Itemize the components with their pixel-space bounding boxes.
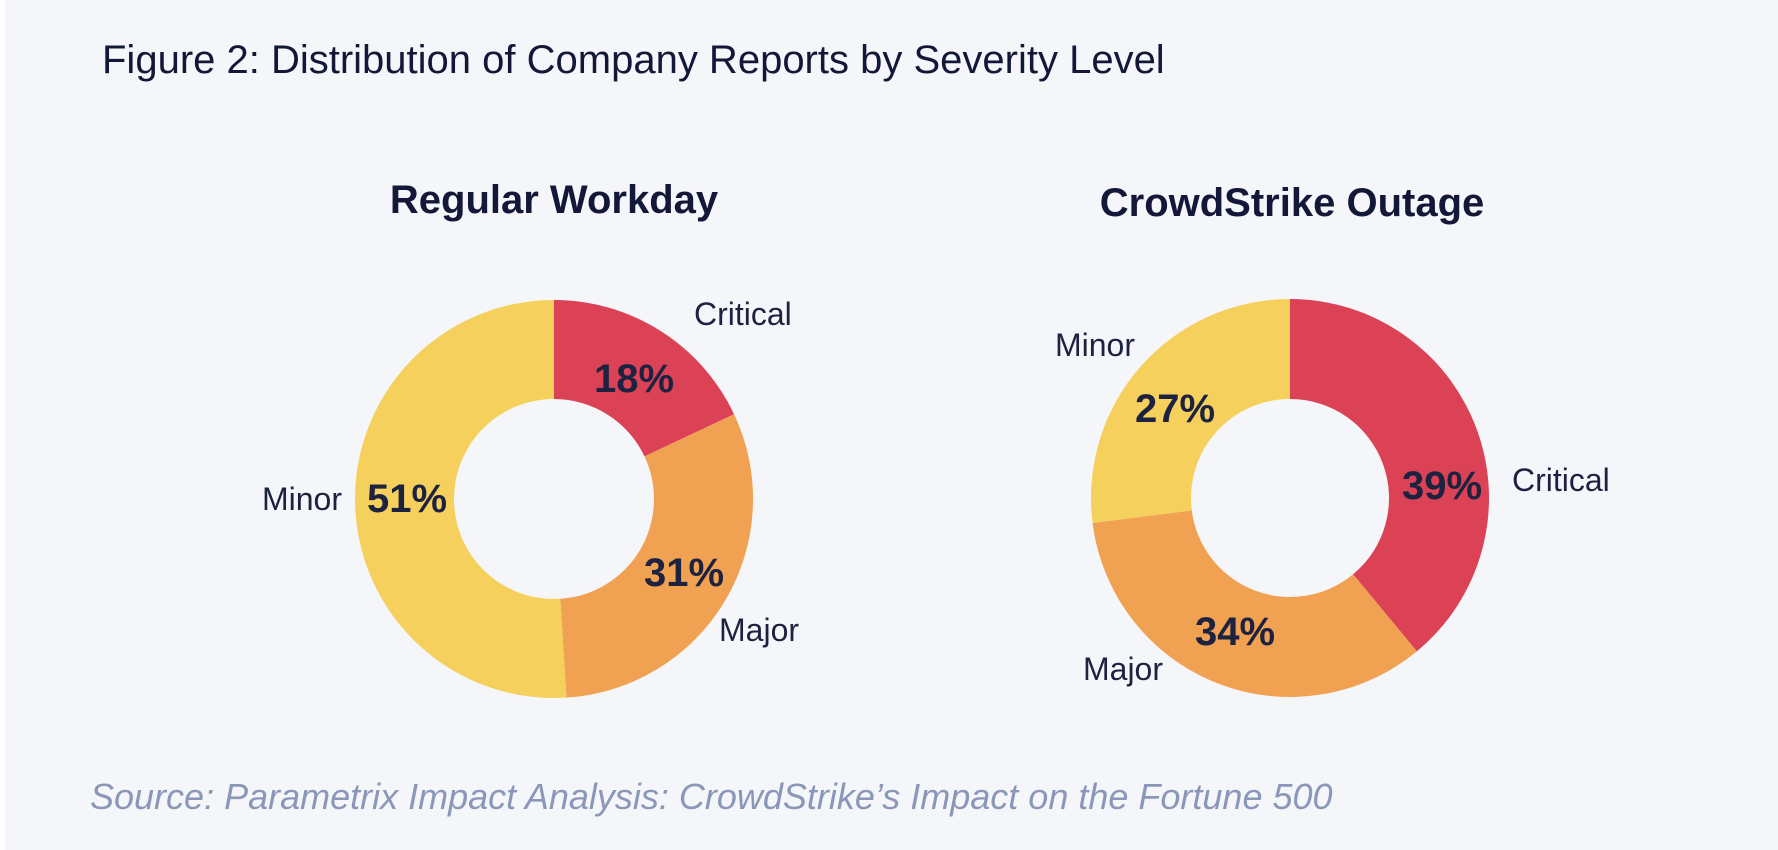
value-label-critical: 18%	[594, 357, 674, 401]
value-label-minor: 27%	[1135, 387, 1215, 431]
category-label-major: Major	[719, 612, 799, 648]
slice-major	[1092, 510, 1417, 698]
category-label-minor: Minor	[1055, 327, 1135, 363]
figure-title: Figure 2: Distribution of Company Report…	[102, 38, 1165, 82]
chart-regular-workday: Regular Workday 18% 31% 51% Critical Maj…	[262, 178, 799, 699]
slice-minor	[1091, 299, 1290, 523]
category-label-major: Major	[1083, 651, 1163, 687]
slice-minor	[354, 300, 567, 699]
value-label-minor: 51%	[367, 477, 447, 521]
category-label-critical: Critical	[694, 296, 792, 332]
category-label-critical: Critical	[1512, 462, 1610, 498]
slice-critical	[554, 300, 735, 457]
value-label-critical: 39%	[1402, 464, 1482, 508]
value-label-major: 34%	[1195, 610, 1275, 654]
figure-panel: Figure 2: Distribution of Company Report…	[5, 0, 1778, 850]
category-label-minor: Minor	[262, 481, 342, 517]
chart-crowdstrike-outage: CrowdStrike Outage 39% 34% 27% Critical …	[1055, 181, 1610, 698]
donut-slices	[354, 300, 753, 699]
value-label-major: 31%	[644, 551, 724, 595]
slice-critical	[1290, 299, 1490, 652]
chart-title: CrowdStrike Outage	[1100, 181, 1485, 225]
donut-slices	[1091, 299, 1490, 698]
chart-title: Regular Workday	[390, 178, 719, 222]
slice-major	[560, 414, 753, 698]
source-caption: Source: Parametrix Impact Analysis: Crow…	[90, 776, 1333, 817]
